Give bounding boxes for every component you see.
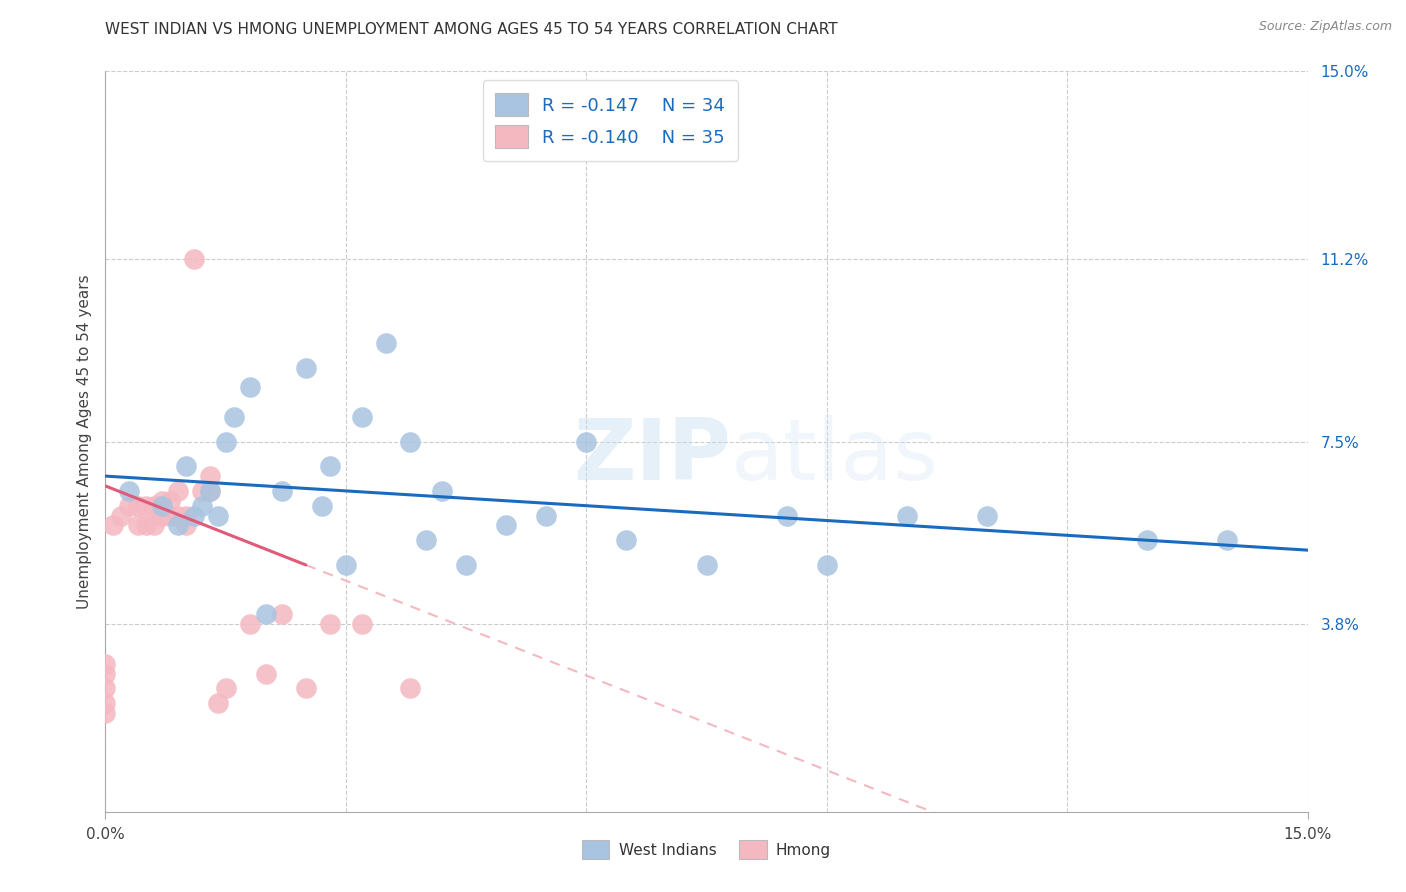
Point	[254, 666, 277, 681]
Point	[94, 657, 117, 671]
Text: Source: ZipAtlas.com: Source: ZipAtlas.com	[1258, 20, 1392, 33]
Point	[183, 252, 205, 266]
Point	[696, 558, 718, 572]
Point	[127, 499, 149, 513]
Point	[110, 508, 132, 523]
Point	[198, 483, 221, 498]
Point	[159, 508, 181, 523]
Point	[270, 483, 292, 498]
Point	[1136, 533, 1159, 548]
Point	[214, 434, 236, 449]
Point	[776, 508, 799, 523]
Point	[159, 493, 181, 508]
Point	[270, 607, 292, 622]
Point	[815, 558, 838, 572]
Point	[207, 696, 229, 710]
Text: ZIP: ZIP	[572, 415, 731, 498]
Point	[295, 360, 318, 375]
Point	[94, 696, 117, 710]
Point	[118, 499, 141, 513]
Point	[319, 459, 342, 474]
Point	[495, 518, 517, 533]
Point	[94, 666, 117, 681]
Point	[319, 617, 342, 632]
Point	[454, 558, 477, 572]
Legend: West Indians, Hmong: West Indians, Hmong	[574, 832, 839, 867]
Point	[1216, 533, 1239, 548]
Point	[198, 483, 221, 498]
Point	[174, 459, 197, 474]
Point	[415, 533, 437, 548]
Point	[214, 681, 236, 696]
Point	[222, 409, 245, 424]
Point	[399, 681, 422, 696]
Point	[198, 469, 221, 483]
Point	[311, 499, 333, 513]
Point	[430, 483, 453, 498]
Point	[150, 508, 173, 523]
Point	[94, 681, 117, 696]
Point	[174, 518, 197, 533]
Point	[183, 508, 205, 523]
Point	[399, 434, 422, 449]
Point	[166, 483, 188, 498]
Point	[118, 483, 141, 498]
Point	[254, 607, 277, 622]
Point	[166, 518, 188, 533]
Point	[150, 499, 173, 513]
Point	[616, 533, 638, 548]
Point	[190, 499, 212, 513]
Point	[142, 518, 165, 533]
Text: WEST INDIAN VS HMONG UNEMPLOYMENT AMONG AGES 45 TO 54 YEARS CORRELATION CHART: WEST INDIAN VS HMONG UNEMPLOYMENT AMONG …	[105, 22, 838, 37]
Text: atlas: atlas	[731, 415, 939, 498]
Point	[135, 518, 157, 533]
Y-axis label: Unemployment Among Ages 45 to 54 years: Unemployment Among Ages 45 to 54 years	[76, 274, 91, 609]
Point	[174, 508, 197, 523]
Point	[239, 617, 262, 632]
Point	[350, 409, 373, 424]
Point	[335, 558, 357, 572]
Point	[94, 706, 117, 720]
Point	[350, 617, 373, 632]
Point	[127, 518, 149, 533]
Point	[239, 380, 262, 394]
Point	[295, 681, 318, 696]
Point	[896, 508, 918, 523]
Point	[103, 518, 125, 533]
Point	[207, 508, 229, 523]
Point	[976, 508, 998, 523]
Point	[150, 493, 173, 508]
Point	[190, 483, 212, 498]
Point	[534, 508, 557, 523]
Point	[142, 499, 165, 513]
Point	[374, 335, 398, 350]
Point	[166, 508, 188, 523]
Point	[575, 434, 598, 449]
Point	[135, 499, 157, 513]
